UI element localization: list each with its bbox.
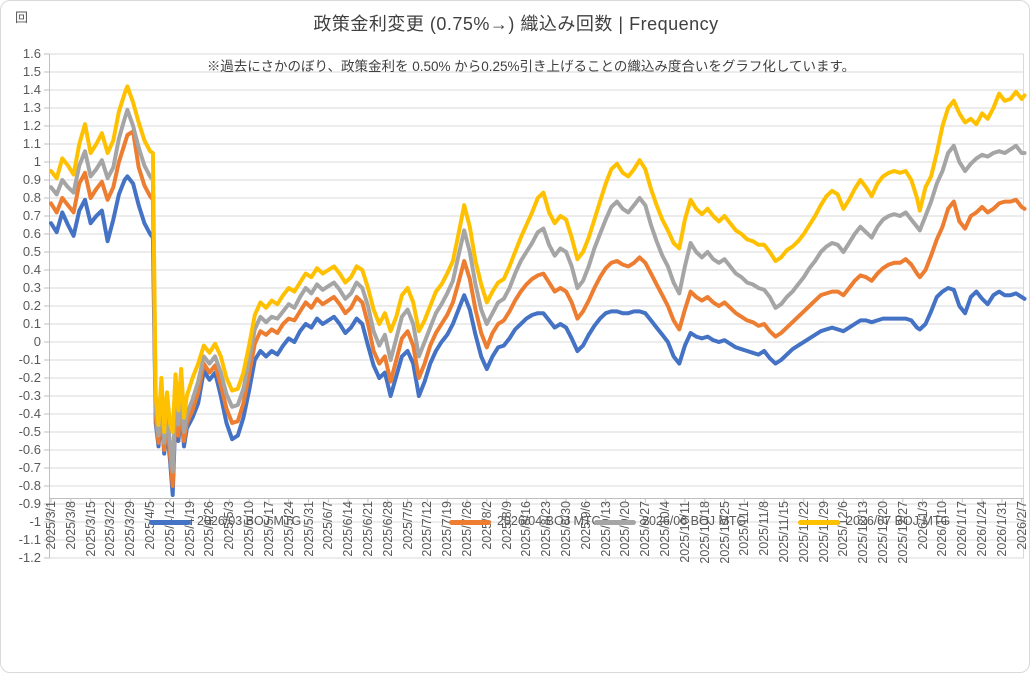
y-tick-label: -0.2 bbox=[18, 370, 41, 385]
y-tick-label: 1.5 bbox=[22, 64, 41, 79]
y-tick-label: 0.2 bbox=[22, 298, 41, 313]
y-axis-title: 回 bbox=[15, 10, 29, 25]
x-tick-label: 2025/11/15 bbox=[776, 501, 791, 563]
series-line-2026-04-boj-mtg bbox=[49, 129, 1027, 488]
x-tick-label: 2025/7/12 bbox=[420, 501, 435, 557]
y-tick-label: 1.3 bbox=[22, 100, 41, 115]
y-tick-label: 0.6 bbox=[22, 226, 41, 241]
legend-marker-2[interactable] bbox=[449, 520, 491, 525]
x-tick-label: 2025/7/26 bbox=[460, 501, 474, 557]
legend-label-4[interactable]: 2026/07 BOJ MTG bbox=[846, 514, 951, 528]
y-tick-label: -0.8 bbox=[18, 478, 41, 493]
x-tick-label: 2025/4/5 bbox=[143, 501, 158, 550]
y-tick-label: 1 bbox=[33, 154, 41, 169]
y-tick-label: -0.4 bbox=[18, 406, 41, 421]
x-tick-label: 2025/9/20 bbox=[618, 501, 633, 557]
x-tick-label: 2025/3/1 bbox=[44, 501, 58, 550]
x-tick-label: 2025/11/22 bbox=[796, 501, 811, 563]
y-tick-label: 0.9 bbox=[22, 172, 41, 187]
y-tick-label: 0.4 bbox=[22, 262, 41, 277]
series-line-2026-07-boj-mtg bbox=[49, 84, 1027, 434]
legend-marker-3[interactable] bbox=[594, 520, 636, 525]
y-tick-label: 0 bbox=[33, 334, 41, 349]
x-tick-label: 2025/4/19 bbox=[182, 501, 197, 557]
y-tick-label: -0.7 bbox=[18, 460, 41, 475]
y-tick-label: 0.3 bbox=[22, 280, 41, 295]
chart-title: 政策金利変更 (0.75%→) 織込み回数 | Frequency bbox=[313, 14, 719, 34]
x-tick-label: 2025/3/15 bbox=[83, 501, 98, 557]
legend-label-1[interactable]: 2026/03 BOJ MTG bbox=[197, 514, 302, 528]
chart-note: ※過去にさかのぼり、政策金利を 0.50% から0.25%引き上げることの織込み… bbox=[206, 59, 856, 74]
y-tick-label: 0.5 bbox=[22, 244, 41, 259]
y-tick-label: -1.1 bbox=[18, 532, 41, 547]
x-tick-label: 2025/6/7 bbox=[321, 501, 336, 550]
x-tick-label: 2025/5/31 bbox=[301, 501, 316, 557]
y-tick-label: -1 bbox=[29, 514, 41, 529]
x-tick-label: 2025/7/5 bbox=[400, 501, 415, 550]
x-tick-label: 2026/1/24 bbox=[975, 501, 990, 557]
y-tick-label: 1.6 bbox=[22, 46, 41, 61]
y-tick-label: -0.9 bbox=[18, 496, 41, 511]
x-tick-label: 2025/3/22 bbox=[103, 501, 118, 557]
x-tick-label: 2025/4/12 bbox=[162, 501, 177, 557]
x-tick-label: 2026/1/31 bbox=[994, 501, 1009, 557]
legend-label-2[interactable]: 2026/04 BOJ MTG bbox=[497, 514, 602, 528]
x-tick-label: 2026/1/17 bbox=[955, 501, 970, 557]
x-tick-label: 2025/6/21 bbox=[360, 501, 375, 557]
x-tick-label: 2025/3/8 bbox=[63, 501, 78, 550]
y-tick-label: -0.1 bbox=[18, 352, 41, 367]
y-tick-label: -0.6 bbox=[18, 442, 41, 457]
x-tick-label: 2025/6/28 bbox=[380, 501, 395, 557]
y-tick-label: 1.2 bbox=[22, 118, 41, 133]
y-tick-label: -0.5 bbox=[18, 424, 41, 439]
series-line-2026-06-boj-mtg bbox=[49, 107, 1027, 474]
y-tick-label: 0.1 bbox=[22, 316, 41, 331]
legend-marker-1[interactable] bbox=[149, 520, 191, 525]
x-tick-label: 2026/2/7 bbox=[1014, 501, 1029, 550]
y-tick-label: 1.4 bbox=[22, 82, 41, 97]
x-tick-label: 2025/3/29 bbox=[123, 501, 138, 557]
x-tick-label: 2025/11/29 bbox=[816, 501, 831, 563]
x-tick-label: 2025/8/2 bbox=[479, 501, 494, 550]
x-tick-label: 2025/7/19 bbox=[440, 501, 455, 557]
y-tick-label: -0.3 bbox=[18, 388, 41, 403]
legend-label-3[interactable]: 2026/06 BOJ MTG bbox=[642, 514, 747, 528]
legend-marker-4[interactable] bbox=[798, 520, 840, 525]
x-tick-label: 2025/6/14 bbox=[341, 501, 356, 557]
y-tick-label: -1.2 bbox=[18, 550, 41, 565]
y-tick-label: 0.8 bbox=[22, 190, 41, 205]
x-tick-label: 2025/11/8 bbox=[757, 501, 772, 556]
y-tick-label: 1.1 bbox=[22, 136, 41, 151]
series-line-2026-03-boj-mtg bbox=[49, 174, 1027, 497]
y-tick-label: 0.7 bbox=[22, 208, 41, 223]
